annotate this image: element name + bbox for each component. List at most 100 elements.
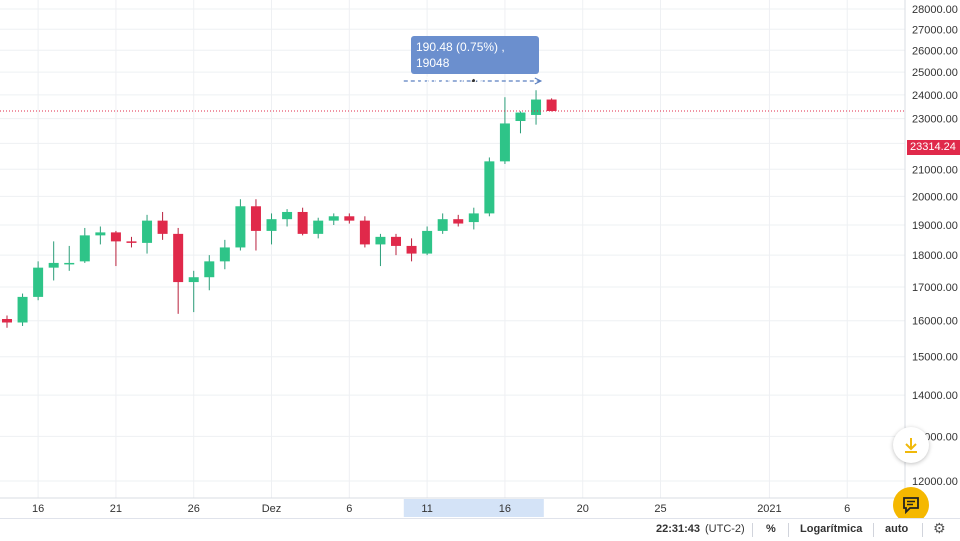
time-tick-label: 20	[577, 503, 589, 515]
candle	[219, 239, 230, 270]
price-axis[interactable]: 28000.00 27000.00 26000.00 25000.00 24000.00…	[904, 0, 958, 498]
candle	[250, 199, 261, 251]
candle-body	[126, 241, 137, 243]
candle-body	[235, 206, 246, 248]
price-tick-label: 17000.00	[912, 282, 958, 294]
price-tick-label: 14000.00	[912, 390, 958, 402]
candle	[515, 111, 526, 134]
candle-body	[391, 236, 401, 246]
download-button[interactable]	[893, 427, 929, 463]
candle	[453, 214, 464, 227]
candle	[282, 209, 293, 227]
chat-button[interactable]	[893, 487, 929, 523]
measure-arrow-head	[534, 77, 543, 85]
candle-body	[2, 319, 12, 323]
candle	[484, 157, 495, 217]
candle-body	[297, 211, 308, 234]
candle-body	[515, 112, 526, 122]
candle-body	[422, 230, 433, 254]
candle	[188, 270, 199, 313]
cursor-icon	[470, 78, 477, 82]
candle-body	[468, 213, 479, 223]
candle	[297, 207, 308, 236]
candle-body	[173, 233, 184, 283]
candle-body	[79, 235, 90, 262]
candle	[391, 233, 401, 256]
candle-body	[188, 277, 199, 283]
price-tick-label: 15000.00	[912, 352, 958, 364]
separator	[922, 523, 923, 537]
candle-body	[499, 123, 510, 162]
time-tick-label: 11	[421, 503, 432, 515]
bottom-toolbar: 22:31:43 (UTC-2) % Logarítmica auto	[0, 518, 960, 541]
candle	[375, 233, 386, 267]
candle	[110, 230, 121, 267]
price-tick-label: 20000.00	[912, 191, 958, 203]
price-tick-label: 24000.00	[912, 90, 958, 102]
price-tick-label: 12000.00	[912, 476, 958, 488]
separator	[752, 523, 753, 537]
measure-tooltip-line2: barras: 8, 8d	[416, 72, 484, 86]
candle-body	[437, 219, 448, 231]
time-tick-label: Dez	[262, 503, 282, 515]
range-highlight	[403, 499, 544, 517]
measure-tool[interactable]	[403, 77, 543, 85]
candle	[266, 213, 277, 245]
candle	[531, 90, 542, 125]
candle-body	[359, 220, 370, 245]
download-icon	[905, 438, 917, 453]
candle	[313, 217, 324, 239]
clock-time[interactable]: 22:31:43	[656, 523, 701, 535]
candle-body	[157, 220, 168, 234]
candle	[17, 293, 28, 326]
price-tick-label: 28000.00	[912, 4, 958, 16]
candle-body	[484, 161, 495, 214]
candle-body	[219, 247, 230, 262]
price-tick-label: 27000.00	[912, 24, 958, 36]
measure-tooltip-line1: 190.48 (0.75%) , 19048	[416, 40, 505, 70]
clock-timezone[interactable]: (UTC-2)	[705, 523, 745, 535]
candle-body	[375, 236, 386, 245]
candle	[344, 213, 355, 224]
gear-icon[interactable]: ⚙	[933, 520, 946, 536]
candle-body	[204, 261, 215, 278]
candle	[546, 98, 557, 112]
candle-body	[266, 219, 277, 231]
price-tick-label: 16000.00	[912, 316, 958, 328]
candle	[406, 238, 417, 262]
candle-body	[17, 296, 28, 323]
candle-body	[344, 216, 355, 221]
candle-body	[110, 232, 121, 242]
candle	[235, 199, 246, 251]
candle	[204, 255, 215, 291]
candle	[437, 213, 448, 234]
candle	[468, 207, 479, 230]
candle-body	[313, 220, 324, 234]
time-tick-label: 6	[844, 503, 850, 515]
candle	[173, 227, 184, 314]
candle-body	[406, 245, 417, 254]
candle-body	[142, 220, 153, 243]
candle-body	[328, 216, 339, 221]
candle-body	[531, 99, 542, 115]
candle	[64, 245, 75, 271]
candle-body	[546, 99, 557, 112]
candle	[499, 97, 510, 164]
grid	[0, 0, 905, 498]
candle	[359, 216, 370, 248]
separator	[873, 523, 874, 537]
price-tick-label: 21000.00	[912, 164, 958, 176]
candle	[48, 241, 59, 281]
time-tick-label: 16	[32, 503, 44, 515]
log-scale-toggle[interactable]: Logarítmica	[800, 523, 863, 535]
percent-toggle[interactable]: %	[766, 523, 776, 535]
time-axis[interactable]: 16 21 26 Dez 6 11 16 20 25 2021 6	[0, 497, 905, 515]
time-tick-label: 26	[188, 503, 200, 515]
candle-body	[453, 219, 464, 224]
time-tick-label: 21	[110, 503, 122, 515]
auto-scale-toggle[interactable]: auto	[885, 523, 909, 535]
price-tick-label: 23000.00	[912, 114, 958, 126]
candles	[2, 90, 557, 328]
candle	[328, 213, 339, 226]
price-chart[interactable]: 28000.00 27000.00 26000.00 25000.00 24000.00…	[0, 0, 960, 518]
